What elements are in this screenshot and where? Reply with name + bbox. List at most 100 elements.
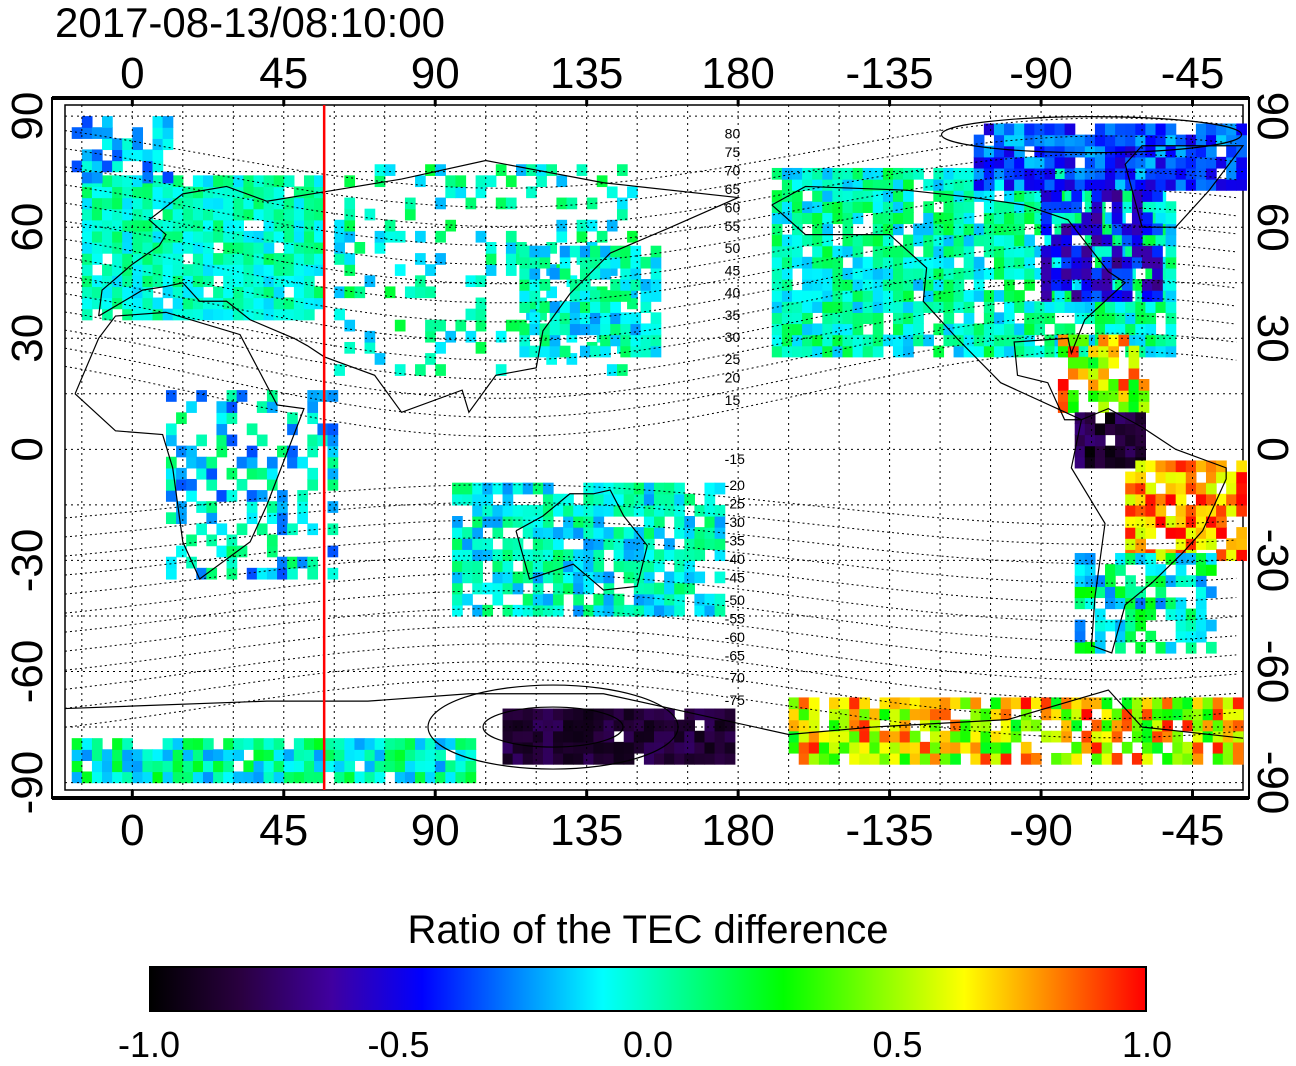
tec-cell (303, 242, 315, 254)
tec-cell (462, 571, 473, 584)
tec-cell (1105, 564, 1116, 576)
tec-cell (1084, 156, 1096, 169)
tec-cell (502, 560, 514, 573)
tec-cell (293, 208, 305, 221)
tec-cell (960, 741, 971, 754)
tec-cell (640, 323, 652, 336)
tec-cell (808, 752, 820, 765)
tec-cell (1041, 212, 1052, 225)
tec-cell (186, 445, 197, 458)
tec-cell (643, 593, 655, 606)
tec-cell (684, 582, 695, 595)
tec-cell (213, 186, 224, 199)
tec-cell (485, 242, 497, 254)
tec-cell (1125, 123, 1136, 136)
tec-cell (1041, 223, 1052, 236)
colorbar-label: 0.5 (872, 1024, 923, 1065)
tec-cell (643, 504, 655, 517)
tec-cell (542, 593, 554, 606)
tec-cell (993, 312, 1005, 325)
tec-cell (1135, 516, 1146, 528)
tec-cell (1034, 267, 1046, 280)
tec-cell (344, 253, 356, 265)
tec-cell (1125, 553, 1136, 565)
tec-cell (943, 279, 955, 291)
tec-cell (882, 301, 894, 313)
tec-cell (903, 334, 914, 347)
tec-cell (472, 560, 483, 573)
tec-cell (1108, 334, 1120, 347)
tec-cell (872, 234, 884, 247)
tec-cell (1111, 201, 1123, 213)
tec-cell (603, 719, 615, 732)
tec-cell (186, 401, 197, 413)
tec-cell (872, 290, 884, 302)
tec-cell (1024, 167, 1035, 180)
tec-cell (583, 741, 595, 754)
tec-cell (889, 697, 901, 710)
tec-cell (973, 345, 985, 358)
tec-cell (213, 253, 224, 265)
tec-cell (293, 230, 305, 243)
tec-cell (1101, 234, 1113, 247)
tec-cell (226, 534, 238, 547)
tec-cell (923, 290, 934, 302)
tec-cell (919, 752, 931, 765)
tec-cell (1155, 301, 1167, 313)
tec-cell (277, 567, 288, 580)
tec-cell (165, 556, 177, 569)
tec-cell (277, 556, 288, 569)
tec-cell (882, 190, 894, 202)
tec-cell (519, 256, 531, 269)
tec-cell (526, 297, 537, 310)
tec-cell (516, 164, 527, 176)
tec-cell (182, 186, 194, 199)
tec-cell (963, 301, 975, 313)
tec-cell (1145, 301, 1157, 313)
tec-cell (202, 197, 214, 210)
tec-cell (832, 245, 844, 258)
tec-cell (953, 245, 965, 258)
tec-cell (943, 301, 955, 313)
tec-cell (983, 145, 995, 158)
mag-contour (64, 572, 1237, 623)
tec-cell (266, 512, 278, 525)
tec-cell (913, 323, 924, 336)
colorbar-label: 0.0 (622, 1024, 674, 1065)
tec-cell (1074, 575, 1086, 587)
tec-cell (1128, 356, 1140, 369)
tec-cell (1115, 553, 1126, 565)
tec-cell (266, 478, 278, 491)
tec-cell (502, 482, 514, 495)
tec-cell (802, 212, 813, 225)
tec-cell (1084, 423, 1096, 436)
tec-cell (192, 264, 204, 276)
tec-cell (953, 167, 965, 180)
tec-cell (132, 760, 144, 773)
tec-cell (633, 493, 645, 506)
tec-cell (364, 771, 376, 784)
tec-cell (569, 245, 581, 258)
tec-cell (1145, 575, 1157, 587)
tec-cell (152, 749, 164, 761)
tec-cell (1236, 145, 1247, 158)
tec-cell (664, 493, 675, 506)
tec-cell (1175, 504, 1187, 517)
tec-cell (993, 234, 1005, 247)
tec-cell (192, 286, 204, 299)
tec-cell (980, 752, 992, 765)
tec-cell (91, 149, 103, 162)
tec-cell (616, 208, 628, 221)
tec-cell (903, 179, 914, 191)
tec-cell (532, 560, 544, 573)
tec-cell (654, 741, 665, 754)
tec-cell (1182, 708, 1194, 721)
tec-cell (1185, 516, 1197, 528)
tec-cell (1145, 234, 1157, 247)
tec-cell (1226, 123, 1237, 136)
tec-cell (983, 234, 995, 247)
tec-cell (404, 197, 416, 210)
tec-cell (344, 771, 356, 784)
tec-cell (293, 186, 305, 199)
tec-cell (1024, 267, 1035, 280)
